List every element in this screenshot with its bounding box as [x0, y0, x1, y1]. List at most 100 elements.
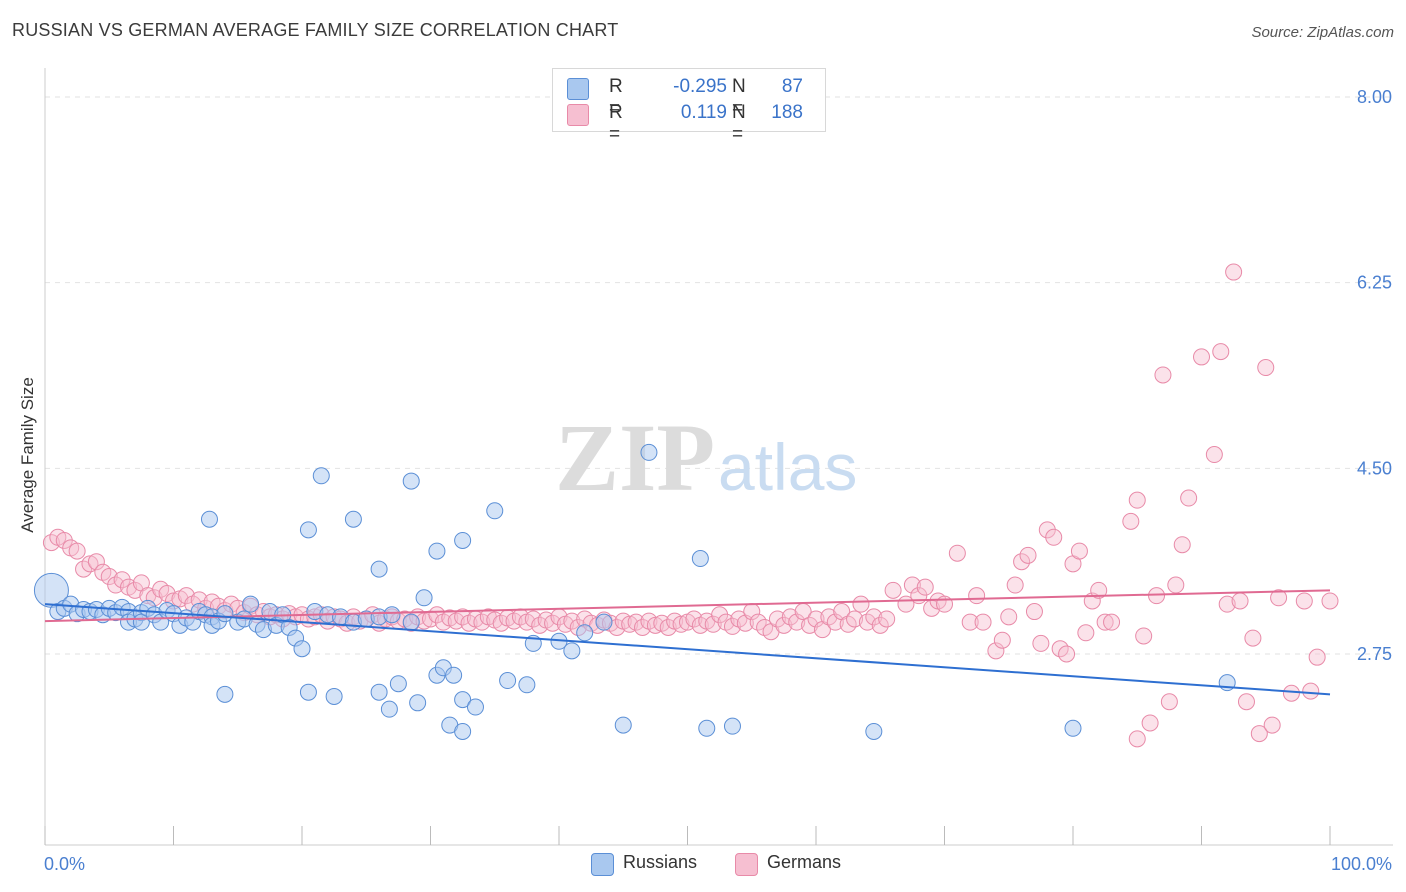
r-value: -0.295: [673, 76, 727, 97]
russians-point: [299, 683, 317, 701]
germans-point: [1103, 613, 1121, 631]
russians-point: [466, 698, 484, 716]
watermark-zip: ZIP: [555, 404, 715, 511]
russians-point: [445, 666, 463, 684]
russians-point: [595, 613, 613, 631]
germans-point: [1180, 489, 1198, 507]
germans-point: [1212, 343, 1230, 361]
x-min-label: 0.0%: [44, 854, 85, 874]
trend-lines: [44, 589, 1331, 696]
russians-point: [312, 467, 330, 485]
germans-point: [961, 613, 979, 631]
r-label: R =: [609, 102, 623, 145]
germans-point: [1225, 263, 1243, 281]
germans-point: [1173, 536, 1191, 554]
germans-point: [544, 614, 562, 632]
n-label: N =: [732, 102, 746, 145]
germans-point: [1135, 627, 1153, 645]
germans-legend-label: Germans: [767, 852, 842, 872]
germans-point: [685, 610, 703, 628]
r-label: R =: [609, 76, 623, 119]
germans-point: [672, 615, 690, 633]
russians-point: [1064, 719, 1082, 737]
germans-point: [1070, 542, 1088, 560]
germans-point: [1263, 716, 1281, 734]
y-tick-label: 8.00: [1357, 87, 1392, 107]
germans-point: [634, 618, 652, 636]
y-tick-label: 2.75: [1357, 644, 1392, 664]
russians-point: [614, 716, 632, 734]
germans-legend-swatch: [735, 853, 758, 876]
germans-point: [768, 610, 786, 628]
russians-point: [499, 672, 517, 690]
germans-point: [1160, 693, 1178, 711]
russians-point: [242, 595, 260, 613]
germans-point: [1218, 595, 1236, 613]
germans-point: [1154, 366, 1172, 384]
russians-point: [415, 589, 433, 607]
germans-point: [1237, 693, 1255, 711]
germans-point: [801, 616, 819, 634]
germans-point: [1045, 528, 1063, 546]
germans-trend-line: [44, 589, 1331, 623]
germans-point: [775, 616, 793, 634]
germans-point: [1148, 587, 1166, 605]
russians-point: [370, 560, 388, 578]
germans-point: [903, 576, 921, 594]
germans-point: [1032, 634, 1050, 652]
germans-point: [1006, 576, 1024, 594]
germans-point: [788, 613, 806, 631]
russians-point: [389, 675, 407, 693]
n-value: 87: [781, 76, 803, 97]
germans-point: [1244, 629, 1262, 647]
germans-point: [68, 542, 86, 560]
germans-point: [878, 610, 896, 628]
germans-point: [1257, 359, 1275, 377]
germans-point: [1308, 648, 1326, 666]
russians-point: [293, 640, 311, 658]
germans-point: [916, 578, 934, 596]
germans-point: [865, 608, 883, 626]
germans-point: [974, 613, 992, 631]
russians-swatch: [567, 78, 589, 100]
germans-point: [826, 613, 844, 631]
germans-point: [1205, 446, 1223, 464]
russians-point: [370, 683, 388, 701]
germans-point: [1295, 592, 1313, 610]
germans-point: [993, 631, 1011, 649]
germans-point: [1141, 714, 1159, 732]
germans-point: [81, 555, 99, 573]
germans-point: [1128, 491, 1146, 509]
russians-legend-swatch: [591, 853, 614, 876]
russians-point: [691, 550, 709, 568]
russians-legend-label: Russians: [623, 852, 698, 872]
germans-point: [1000, 608, 1018, 626]
germans-point: [100, 568, 118, 586]
stats-legend: R = -0.295 N = 87 R = 0.119 N = 188: [552, 68, 826, 145]
source-label: Source: ZipAtlas.com: [1251, 24, 1394, 41]
germans-point: [454, 608, 472, 626]
russians-point: [518, 676, 536, 694]
germans-swatch: [567, 104, 589, 126]
germans-point: [704, 615, 722, 633]
y-tick-label: 4.50: [1357, 458, 1392, 478]
russians-point: [383, 606, 401, 624]
germans-point: [871, 616, 889, 634]
germans-point: [948, 544, 966, 562]
n-value: 188: [771, 102, 803, 123]
russians-trend-line: [44, 603, 1331, 696]
germans-point: [884, 581, 902, 599]
germans-point: [1270, 589, 1288, 607]
germans-point: [846, 610, 864, 628]
russians-point: [380, 700, 398, 718]
germans-point: [646, 616, 664, 634]
russians-point: [409, 694, 427, 712]
germans-point: [968, 587, 986, 605]
germans-point: [1077, 624, 1095, 642]
russians-point: [299, 521, 317, 539]
germans-point: [524, 610, 542, 628]
germans-point: [1167, 576, 1185, 594]
germans-point: [87, 553, 105, 571]
russians-point: [576, 624, 594, 642]
